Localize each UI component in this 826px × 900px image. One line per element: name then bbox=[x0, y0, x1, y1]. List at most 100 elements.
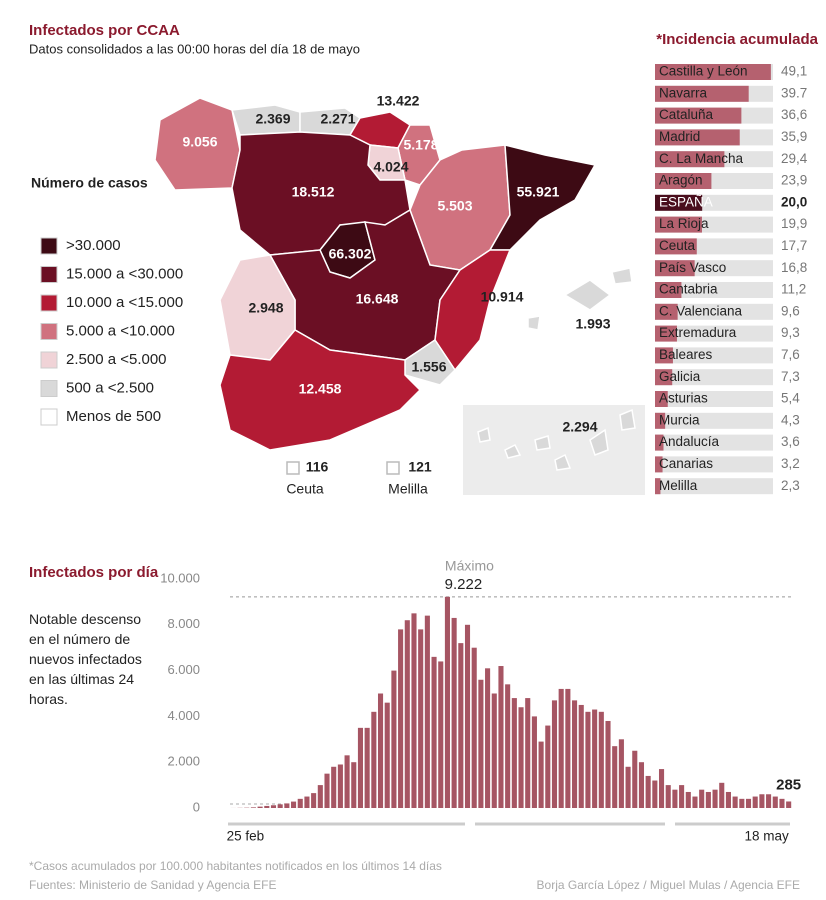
bar bbox=[655, 456, 663, 473]
value-label: 29,4 bbox=[781, 151, 808, 166]
bar bbox=[250, 807, 256, 808]
bar bbox=[655, 64, 771, 80]
legend-label: 5.000 a <10.000 bbox=[66, 322, 175, 339]
region-value: 66.302 bbox=[329, 246, 372, 262]
bar bbox=[572, 700, 578, 808]
bar bbox=[391, 670, 397, 808]
region-value: 9.056 bbox=[182, 134, 217, 150]
bar bbox=[655, 151, 725, 168]
x-tick-label: 25 feb bbox=[227, 829, 265, 844]
bar bbox=[438, 661, 444, 808]
bar bbox=[351, 762, 357, 808]
bar-track bbox=[655, 325, 773, 342]
y-tick-label: 6.000 bbox=[167, 662, 200, 677]
bar-label: Ceuta bbox=[659, 238, 696, 253]
bar bbox=[364, 727, 370, 808]
bar bbox=[531, 716, 537, 808]
bar-label: Canarias bbox=[659, 456, 713, 471]
bar-track bbox=[655, 282, 773, 298]
canarias-inset bbox=[463, 405, 645, 495]
value-label: 3,6 bbox=[781, 434, 800, 449]
region bbox=[386, 461, 400, 475]
bar bbox=[655, 412, 666, 429]
bar bbox=[655, 216, 702, 233]
value-label: 5,4 bbox=[781, 391, 800, 406]
y-tick-label: 2.000 bbox=[167, 754, 200, 769]
bar bbox=[719, 782, 725, 808]
region-value: 1.556 bbox=[411, 359, 446, 375]
bar bbox=[518, 707, 524, 808]
region-value: 55.921 bbox=[517, 184, 560, 200]
bar bbox=[655, 478, 661, 495]
bar bbox=[766, 794, 772, 808]
bar bbox=[732, 796, 738, 808]
bar bbox=[565, 688, 571, 808]
value-label: 7,6 bbox=[781, 347, 800, 362]
legend-title: Número de casos bbox=[31, 175, 148, 191]
bar bbox=[655, 303, 678, 320]
bar bbox=[270, 805, 277, 808]
incidence-title: *Incidencia acumulada bbox=[656, 31, 818, 48]
bar bbox=[478, 679, 484, 808]
region bbox=[286, 461, 300, 475]
map-title: Infectados por CCAA bbox=[29, 22, 180, 39]
bar bbox=[685, 791, 691, 808]
bar bbox=[404, 620, 410, 808]
bar bbox=[692, 796, 698, 808]
y-tick-label: 0 bbox=[193, 799, 200, 814]
bar bbox=[451, 617, 457, 808]
bar bbox=[538, 741, 544, 808]
bar bbox=[525, 698, 531, 808]
region bbox=[527, 267, 633, 331]
legend-swatch bbox=[40, 237, 58, 255]
bar-label: Galicia bbox=[659, 369, 701, 384]
region-value: 2.369 bbox=[255, 111, 290, 127]
region-value: 1.993 bbox=[575, 316, 610, 332]
bar bbox=[655, 282, 682, 298]
region bbox=[488, 144, 597, 251]
bar bbox=[257, 806, 263, 808]
value-label: 4,3 bbox=[781, 412, 800, 427]
bar bbox=[317, 785, 323, 808]
value-label: 9,3 bbox=[781, 325, 800, 340]
bar bbox=[444, 596, 450, 808]
bar bbox=[655, 85, 749, 102]
bar bbox=[498, 666, 504, 808]
bar-label: C. La Mancha bbox=[659, 151, 744, 166]
region-value: 2.271 bbox=[320, 111, 355, 127]
bar bbox=[424, 615, 430, 808]
bar bbox=[632, 750, 638, 808]
bar-track bbox=[655, 347, 773, 364]
bar bbox=[418, 629, 424, 808]
legend-label: 10.000 a <15.000 bbox=[66, 294, 183, 311]
bar-label: Baleares bbox=[659, 347, 713, 362]
bar-track bbox=[655, 456, 773, 473]
bar bbox=[725, 791, 731, 808]
bar bbox=[585, 711, 591, 808]
region-value: 116 bbox=[306, 459, 329, 475]
region-value: 2.294 bbox=[562, 419, 597, 435]
bar-label: Cataluña bbox=[659, 107, 714, 122]
bar bbox=[284, 803, 290, 808]
bar bbox=[491, 693, 497, 808]
bar-track bbox=[655, 391, 773, 407]
bar bbox=[655, 347, 673, 364]
legend-swatch bbox=[40, 351, 58, 369]
bar bbox=[398, 629, 404, 808]
bar bbox=[655, 238, 697, 255]
bar bbox=[431, 656, 437, 808]
bar bbox=[786, 801, 792, 808]
bar-label: Murcia bbox=[659, 412, 700, 427]
bar bbox=[377, 693, 384, 808]
value-label: 19,9 bbox=[781, 216, 807, 231]
region-value: 12.458 bbox=[299, 381, 342, 397]
region bbox=[434, 249, 512, 372]
bar bbox=[311, 793, 317, 808]
bar-label: País Vasco bbox=[659, 260, 726, 275]
region-value: 5.503 bbox=[437, 198, 472, 214]
value-label: 3,2 bbox=[781, 456, 800, 471]
bar-label: La Rioja bbox=[659, 216, 709, 231]
bar-label: Extremadura bbox=[659, 325, 737, 340]
region bbox=[219, 329, 422, 451]
bar bbox=[665, 785, 671, 808]
